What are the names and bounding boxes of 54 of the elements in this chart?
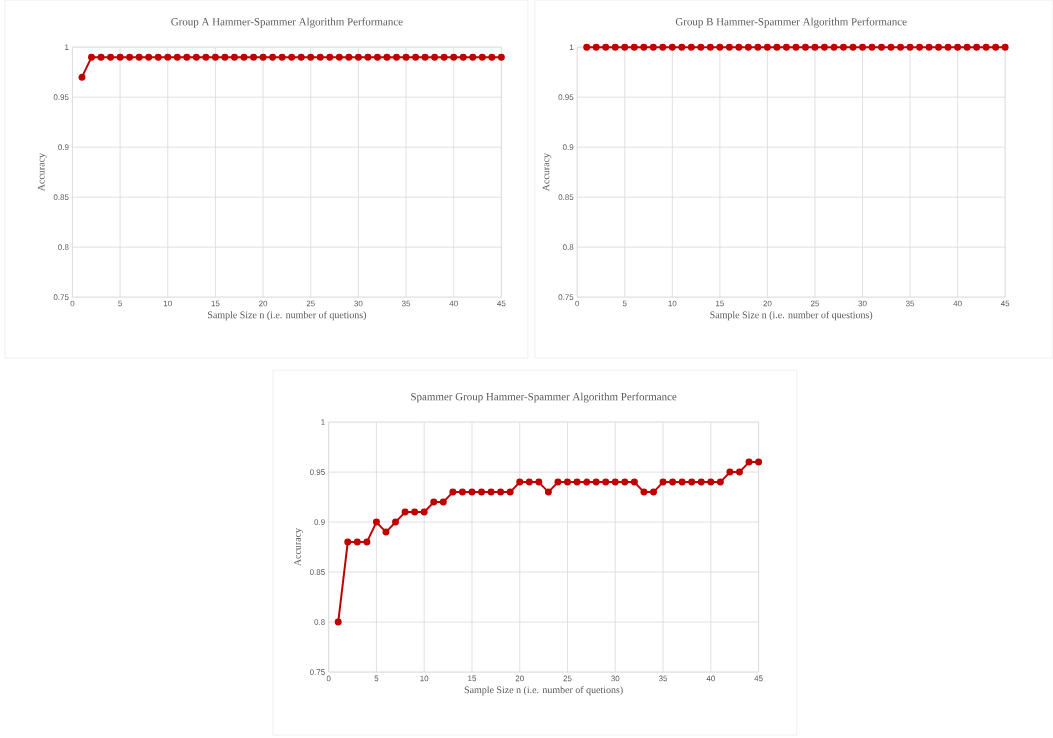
point (707, 478, 715, 486)
point (411, 508, 419, 516)
y-axis-title: Accuracy (37, 153, 47, 192)
point (697, 478, 705, 486)
chart-title: Group A Hammer-Spammer Algorithm Performance (171, 17, 403, 28)
point (688, 478, 696, 486)
point (669, 478, 677, 486)
chart-title: Group B Hammer-Spammer Algorithm Performance (675, 17, 907, 28)
point (468, 488, 476, 496)
point (478, 488, 486, 496)
point (755, 458, 763, 466)
point (611, 478, 619, 486)
point (602, 478, 610, 486)
point (449, 488, 457, 496)
x-axis-title: Sample Size n (i.e. number of questions) (710, 311, 873, 321)
point (430, 498, 438, 506)
point (334, 618, 342, 626)
point (573, 478, 581, 486)
x-axis-title: Sample Size n (i.e. number of quetions) (208, 311, 366, 321)
point (544, 488, 552, 496)
point (516, 478, 524, 486)
point (344, 538, 352, 546)
point (420, 508, 428, 516)
point (659, 478, 667, 486)
point (382, 528, 390, 536)
x-axis-title: Sample Size n (i.e. number of quetions) (464, 686, 623, 696)
point (564, 478, 571, 486)
point (353, 538, 361, 546)
point (583, 478, 591, 486)
point (716, 478, 724, 486)
point (554, 478, 562, 486)
point (735, 468, 743, 476)
point (487, 488, 495, 496)
point (458, 488, 466, 496)
y-axis-title: Accuracy (542, 153, 552, 192)
chart-title: Spammer Group Hammer-Spammer Algorithm Performance (411, 392, 677, 403)
point (745, 458, 753, 466)
point (592, 478, 600, 486)
point (392, 518, 400, 526)
point (630, 478, 638, 486)
point (535, 478, 543, 486)
point (678, 478, 686, 486)
point (439, 498, 447, 506)
point (726, 468, 734, 476)
point (640, 488, 648, 496)
point (506, 488, 514, 496)
point (621, 478, 629, 486)
point (525, 478, 533, 486)
y-axis-title: Accuracy (294, 528, 303, 567)
point (650, 488, 657, 496)
point (363, 538, 371, 546)
point (497, 488, 505, 496)
point (372, 518, 380, 526)
point (401, 508, 409, 516)
